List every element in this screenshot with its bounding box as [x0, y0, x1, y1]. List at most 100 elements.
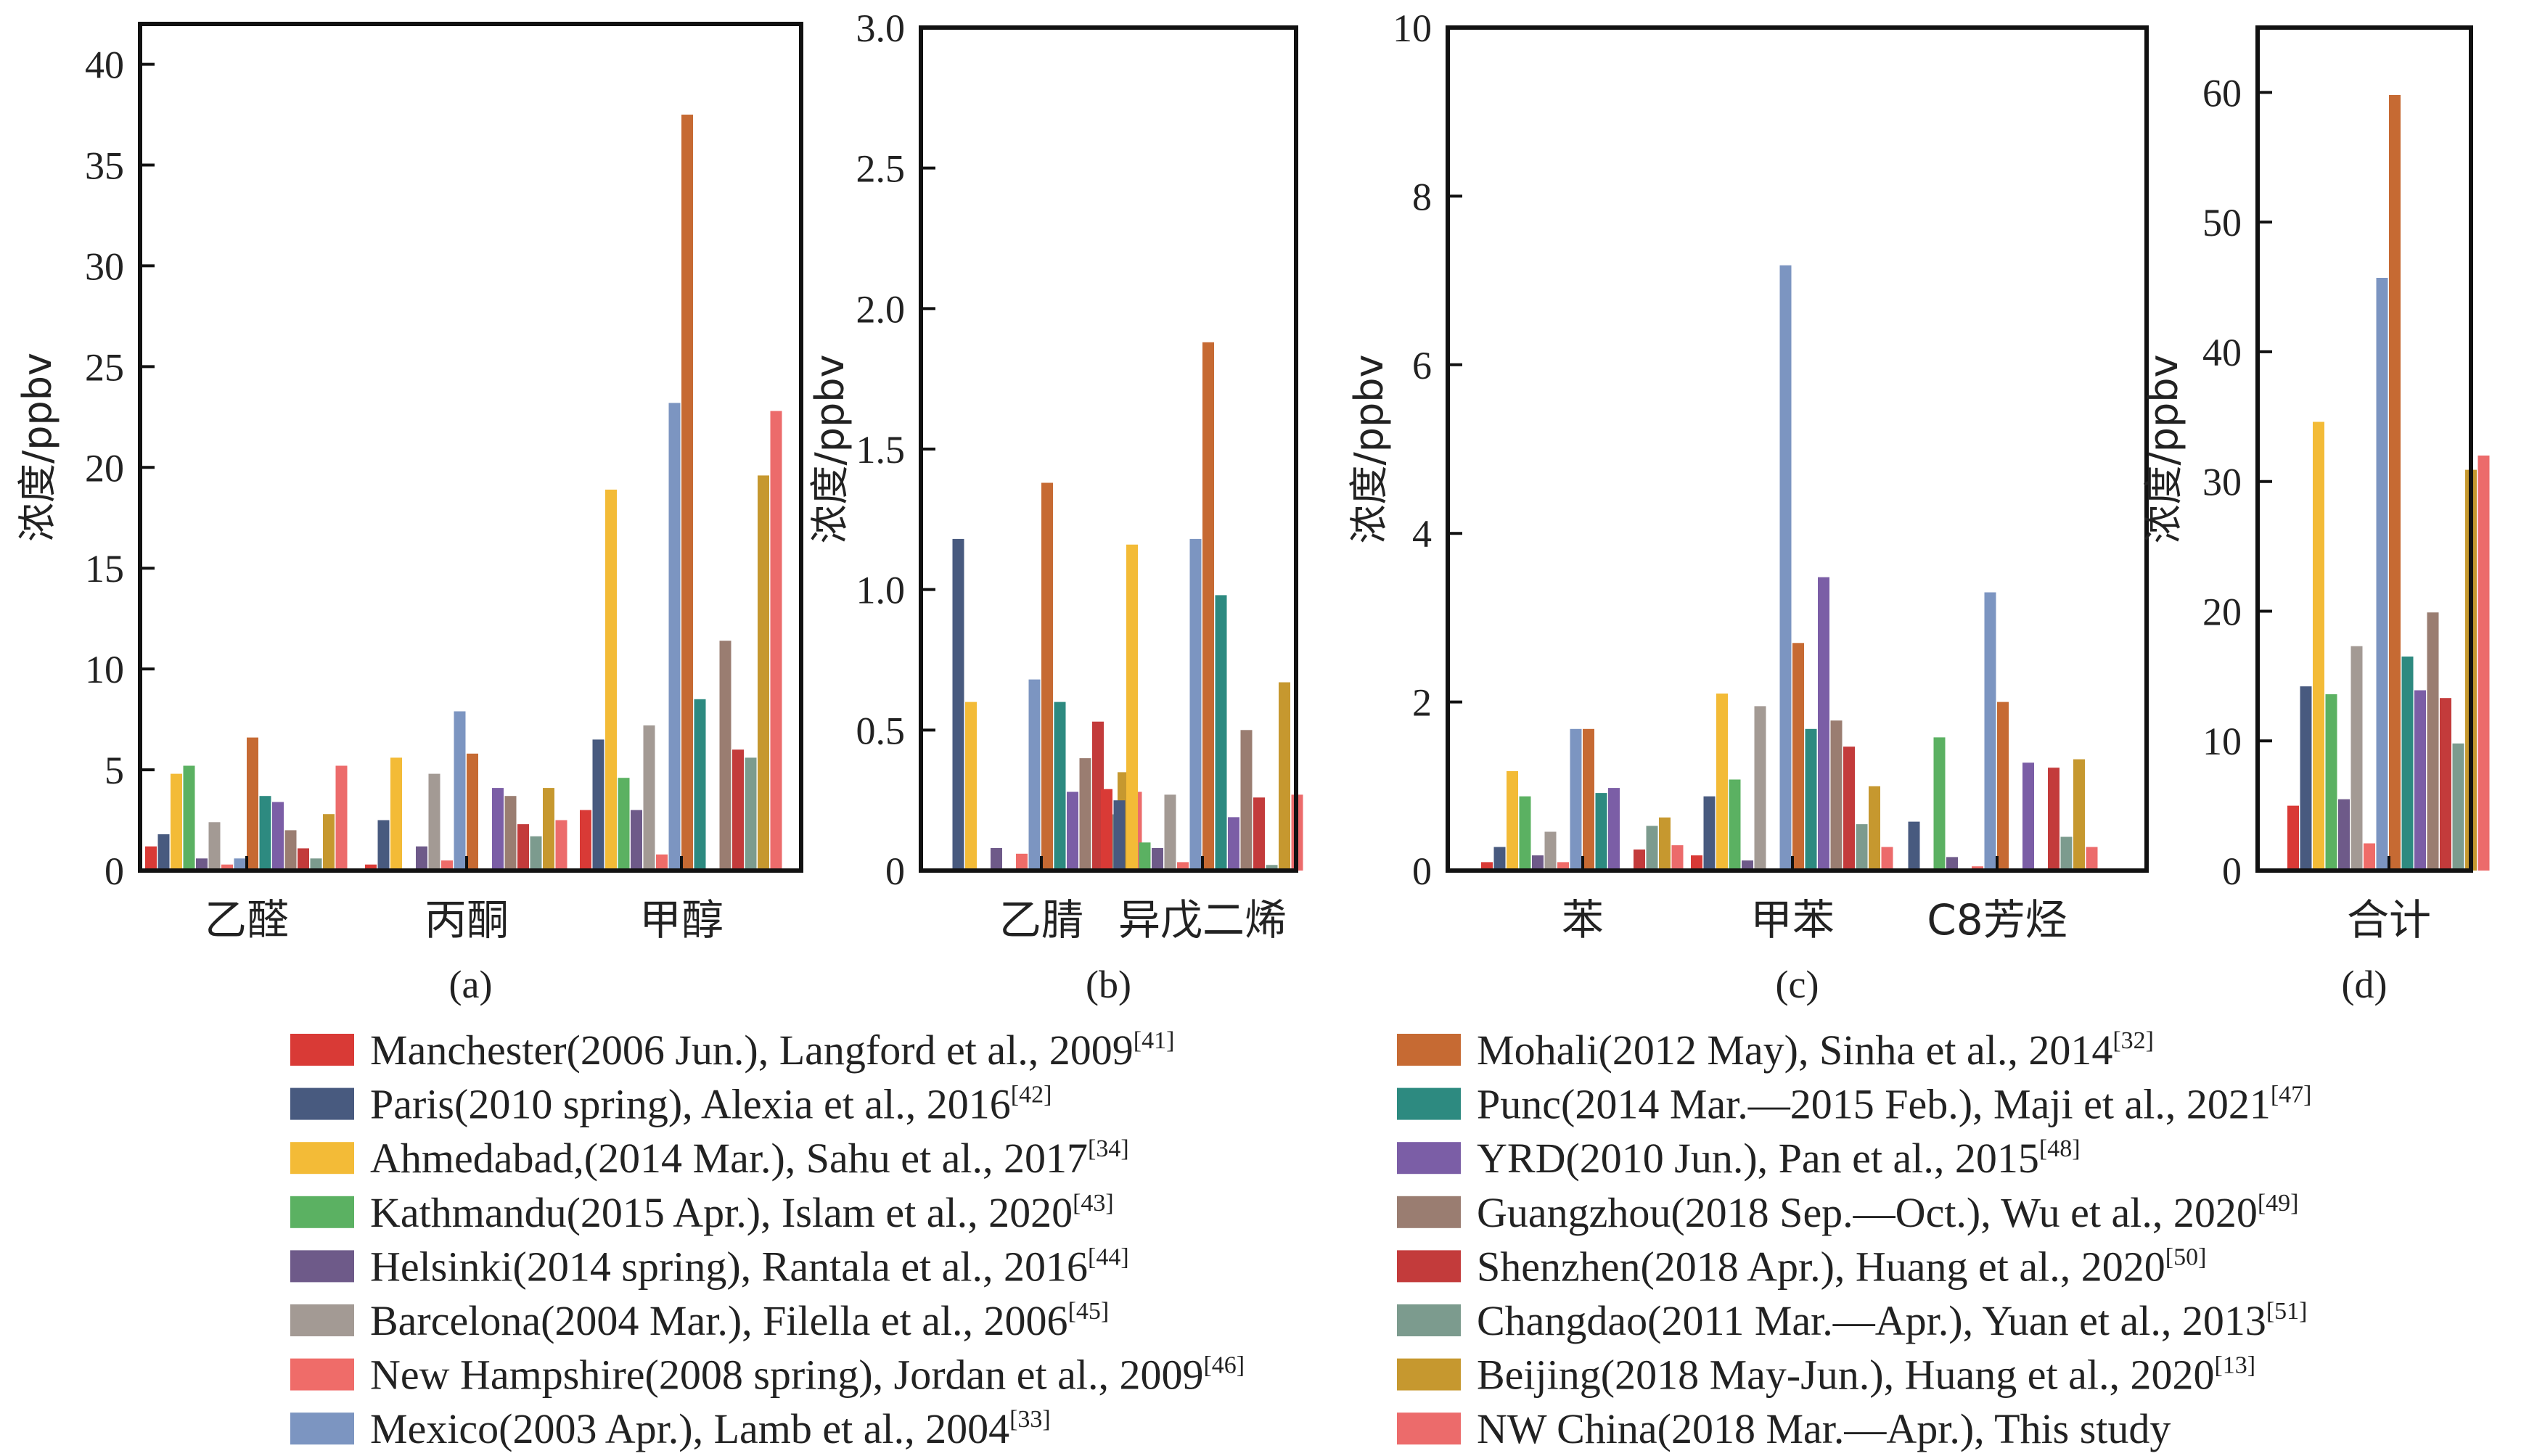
y-tick-label: 0: [1412, 850, 1432, 893]
bar-c-0-s4: [1532, 855, 1544, 871]
x-category-label: 合计: [2347, 895, 2431, 945]
legend-label-9: Punc(2014 Mar.—2015 Feb.), Maji et al., …: [1477, 1081, 2311, 1128]
legend-ref-8: [32]: [2112, 1027, 2154, 1054]
bar-c-1-s14: [1869, 786, 1880, 871]
bar-c-1-s15: [1881, 847, 1893, 871]
bar-b-0-s8: [1041, 482, 1053, 871]
bar-a-2-s4: [631, 810, 642, 871]
y-tick-label: 5: [104, 749, 124, 792]
legend-ref-3: [43]: [1073, 1190, 1114, 1217]
panel-frame-d: [2255, 25, 2473, 873]
legend-ref-2: [34]: [1088, 1135, 1129, 1162]
y-tick-label: 25: [85, 345, 124, 389]
bar-a-1-s13: [530, 836, 542, 871]
y-tick-label: 1.5: [856, 428, 906, 472]
bar-a-1-s8: [467, 753, 478, 871]
legend-label-4: Helsinki(2014 spring), Rantala et al., 2…: [370, 1243, 1129, 1290]
x-category-label: 甲苯: [1750, 895, 1835, 945]
bar-c-0-s3: [1519, 796, 1531, 871]
legend-label-12: Shenzhen(2018 Apr.), Huang et al., 2020[…: [1477, 1243, 2206, 1290]
bar-d-0-s2: [2313, 421, 2324, 871]
legend-label-1: Paris(2010 spring), Alexia et al., 2016[…: [370, 1081, 1052, 1128]
legend-label-3: Kathmandu(2015 Apr.), Islam et al., 2020…: [370, 1189, 1114, 1236]
bar-d-0-s5: [2350, 646, 2363, 871]
bar-c-0-s8: [1583, 728, 1594, 871]
y-tick-label: 2: [1412, 681, 1432, 725]
legend-ref-13: [51]: [2266, 1298, 2308, 1325]
bar-a-2-s5: [643, 725, 655, 871]
y-tick-label: 0.5: [856, 709, 906, 752]
bar-c-1-s0: [1691, 855, 1702, 871]
bar-a-0-s2: [171, 773, 182, 871]
bar-b-1-s0: [1101, 789, 1112, 871]
y-tick-label: 2.5: [856, 147, 906, 191]
y-tick-label: 10: [85, 648, 124, 691]
bar-a-1-s5: [428, 773, 440, 871]
y-tick-label: 0: [104, 850, 124, 893]
legend-ref-7: [33]: [1009, 1406, 1051, 1433]
legend-label-11: Guangzhou(2018 Sep.—Oct.), Wu et al., 20…: [1477, 1189, 2299, 1236]
legend-ref-6: [46]: [1203, 1352, 1245, 1379]
bar-a-0-s1: [157, 834, 170, 871]
y-axis-label: 浓度/ppbv: [807, 355, 853, 544]
legend-label-0: Manchester(2006 Jun.), Langford et al., …: [370, 1027, 1174, 1074]
bar-a-2-s7: [668, 403, 681, 871]
bar-c-0-s12: [1634, 850, 1645, 871]
bar-c-1-s3: [1729, 779, 1741, 871]
bar-d-0-s11: [2427, 612, 2439, 871]
bar-c-1-s13: [1856, 824, 1868, 871]
panel-frame-a: [138, 22, 803, 873]
bar-c-2-s3: [1933, 737, 1946, 871]
x-category-label: C8芳烃: [1927, 895, 2067, 945]
legend-swatch-1: [290, 1087, 354, 1120]
panel-label: (c): [1776, 963, 1819, 1006]
bar-c-0-s15: [1671, 845, 1684, 871]
y-tick-label: 6: [1412, 344, 1432, 387]
legend-label-6: New Hampshire(2008 spring), Jordan et al…: [370, 1352, 1245, 1399]
bar-b-0-s11: [1079, 758, 1091, 871]
x-category-label: 丙酮: [425, 895, 509, 945]
legend-swatch-6: [290, 1358, 354, 1391]
bar-b-0-s1: [952, 538, 964, 871]
y-tick-label: 2.0: [856, 287, 906, 331]
bar-b-0-s7: [1028, 679, 1041, 871]
bar-a-2-s1: [592, 739, 604, 871]
bar-a-2-s15: [770, 411, 782, 871]
legend-label-10: YRD(2010 Jun.), Pan et al., 2015[48]: [1477, 1135, 2081, 1182]
panel-frame-b: [919, 25, 1298, 873]
bar-c-1-s7: [1779, 265, 1792, 871]
bar-c-1-s4: [1742, 860, 1753, 871]
bar-d-0-s0: [2287, 805, 2299, 871]
bar-a-0-s10: [272, 802, 284, 871]
y-tick-label: 1.0: [856, 569, 906, 612]
panel-label: (b): [1086, 963, 1131, 1006]
bar-b-1-s14: [1279, 682, 1290, 871]
y-tick-label: 4: [1412, 512, 1432, 556]
bar-c-0-s1: [1493, 847, 1506, 871]
bar-b-1-s7: [1189, 538, 1202, 871]
legend-ref-14: [13]: [2214, 1352, 2255, 1379]
bar-b-0-s10: [1067, 791, 1078, 871]
bar-a-0-s4: [196, 858, 208, 871]
bar-d-0-s6: [2364, 843, 2375, 871]
y-tick-label: 35: [85, 144, 124, 188]
legend-ref-0: [41]: [1134, 1027, 1175, 1054]
bar-c-1-s1: [1703, 796, 1716, 871]
legend-label-8: Mohali(2012 May), Sinha et al., 2014[32]: [1477, 1027, 2154, 1074]
y-axis-label: 浓度/ppbv: [1346, 355, 1392, 544]
bar-c-0-s0: [1481, 862, 1493, 871]
y-tick-label: 50: [2202, 201, 2242, 244]
bar-d-0-s8: [2389, 95, 2401, 871]
y-tick-label: 10: [2202, 720, 2242, 763]
bar-c-1-s10: [1818, 577, 1829, 871]
bar-a-1-s7: [454, 711, 466, 871]
bar-d-0-s4: [2338, 799, 2350, 871]
bar-a-2-s6: [656, 854, 668, 871]
bar-b-1-s2: [1126, 544, 1138, 871]
legend-label-15: NW China(2018 Mar.—Apr.), This study: [1477, 1405, 2171, 1452]
bar-b-0-s6: [1016, 853, 1028, 871]
bar-a-1-s12: [517, 824, 529, 871]
bar-b-0-s9: [1054, 702, 1066, 871]
bar-a-2-s0: [580, 810, 591, 871]
bar-a-2-s12: [732, 749, 744, 871]
